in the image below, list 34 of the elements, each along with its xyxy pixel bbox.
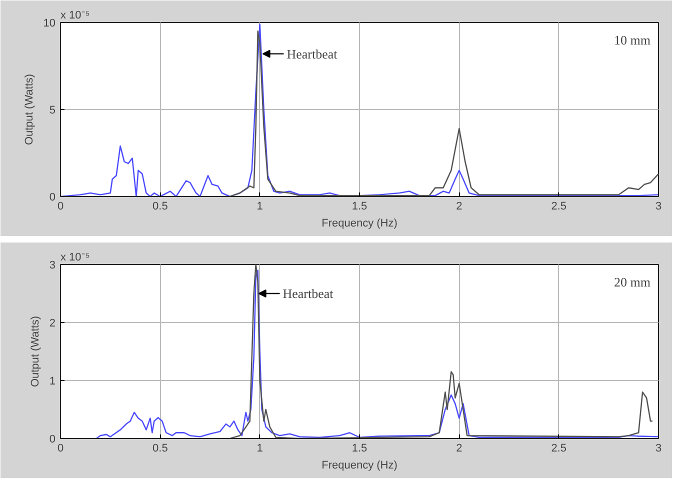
x-tick-label: 1 xyxy=(256,442,263,454)
y-axis-title: Output (Watts) xyxy=(29,316,42,388)
x-tick-label: 1 xyxy=(256,200,263,212)
y-tick-label: 0 xyxy=(49,434,56,446)
x-tick-label: 2.5 xyxy=(551,442,566,454)
x-tick-label: 2 xyxy=(456,200,462,212)
x-tick-label: 3 xyxy=(655,442,662,454)
line-series xyxy=(229,264,654,438)
x-tick-label: 0.5 xyxy=(152,442,168,454)
x-tick-label: 1.5 xyxy=(352,200,368,212)
line-series xyxy=(60,24,658,196)
y-axis-title: Output (Watts) xyxy=(23,74,36,146)
x-tick-label: 0.5 xyxy=(152,200,168,212)
y-tick-label: 0 xyxy=(49,192,56,204)
line-series xyxy=(96,270,658,438)
x-tick-label: 2.5 xyxy=(551,200,566,212)
annotation: Heartbeat xyxy=(282,286,334,301)
annotation: 20 mm xyxy=(614,274,651,290)
x-axis-title: Frequency (Hz) xyxy=(322,218,398,230)
x-tick-label: 3 xyxy=(655,200,662,212)
y-tick-label: 1 xyxy=(49,376,56,388)
y-tick-label: 5 xyxy=(49,104,56,116)
text: x 10⁻⁵ xyxy=(60,10,90,22)
x-tick-label: 0 xyxy=(57,442,64,454)
x-tick-label: 2 xyxy=(456,442,462,454)
y-tick-label: 10 xyxy=(43,18,56,30)
x-tick-label: 0 xyxy=(57,200,64,212)
y-tick-label: 2 xyxy=(49,318,56,330)
text: x 10⁻⁵ xyxy=(60,252,90,264)
x-tick-label: 1.5 xyxy=(352,442,368,454)
annotation: Heartbeat xyxy=(286,46,338,62)
x-axis-title: Frequency (Hz) xyxy=(322,460,398,472)
annotation: 10 mm xyxy=(614,32,651,48)
y-tick-label: 3 xyxy=(49,260,56,272)
